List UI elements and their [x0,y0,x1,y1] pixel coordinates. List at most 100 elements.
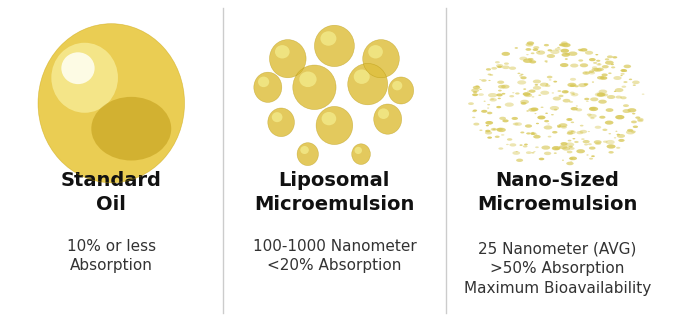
Ellipse shape [525,43,533,47]
Ellipse shape [620,96,627,99]
Ellipse shape [579,49,583,51]
Ellipse shape [566,151,573,153]
Ellipse shape [621,86,626,88]
Ellipse shape [570,78,576,81]
Ellipse shape [559,43,565,46]
Ellipse shape [562,43,571,47]
Ellipse shape [570,91,575,94]
Ellipse shape [562,53,570,57]
Ellipse shape [523,88,526,90]
Ellipse shape [605,58,609,60]
Ellipse shape [613,76,622,80]
Ellipse shape [475,85,479,87]
Ellipse shape [611,64,614,65]
Ellipse shape [552,92,554,93]
Ellipse shape [486,68,491,71]
Ellipse shape [605,121,613,125]
Ellipse shape [561,41,568,45]
Ellipse shape [527,91,529,92]
Ellipse shape [527,110,529,112]
Ellipse shape [539,158,544,160]
Ellipse shape [536,50,545,55]
Ellipse shape [596,60,600,62]
Ellipse shape [571,93,579,96]
Ellipse shape [560,142,568,145]
Ellipse shape [275,45,289,58]
Ellipse shape [626,130,635,134]
Ellipse shape [547,76,552,78]
Ellipse shape [540,91,549,95]
Ellipse shape [258,77,269,87]
Ellipse shape [607,56,613,58]
Ellipse shape [560,43,568,47]
Ellipse shape [533,46,539,49]
Ellipse shape [316,106,353,144]
Ellipse shape [487,136,492,139]
Ellipse shape [598,100,607,104]
Ellipse shape [548,124,550,125]
Ellipse shape [571,122,574,123]
Ellipse shape [589,58,596,61]
Ellipse shape [571,107,578,110]
Ellipse shape [616,96,622,99]
Ellipse shape [587,131,590,132]
Ellipse shape [590,117,595,119]
Ellipse shape [603,141,608,143]
Ellipse shape [519,75,523,77]
Ellipse shape [569,101,573,103]
Ellipse shape [526,151,532,154]
Ellipse shape [509,95,514,97]
Ellipse shape [568,51,577,56]
Ellipse shape [631,131,636,133]
Ellipse shape [473,123,479,126]
Ellipse shape [562,99,571,102]
Ellipse shape [627,129,633,132]
Ellipse shape [579,59,583,62]
Ellipse shape [549,79,552,81]
Ellipse shape [565,143,574,147]
Ellipse shape [555,148,559,150]
Ellipse shape [548,49,552,51]
Ellipse shape [557,47,560,48]
Ellipse shape [521,100,529,104]
Ellipse shape [614,91,617,92]
Ellipse shape [498,147,504,150]
Ellipse shape [572,93,575,95]
Ellipse shape [587,143,592,145]
Ellipse shape [507,138,512,141]
Ellipse shape [487,104,490,105]
Ellipse shape [589,70,594,73]
Ellipse shape [627,108,636,112]
Ellipse shape [533,80,541,83]
Ellipse shape [592,68,599,71]
Ellipse shape [51,43,118,113]
Ellipse shape [592,66,598,69]
Ellipse shape [597,92,606,97]
Ellipse shape [623,109,631,113]
Ellipse shape [569,146,573,148]
Ellipse shape [611,66,615,68]
Ellipse shape [551,114,554,115]
Ellipse shape [502,65,510,69]
Ellipse shape [553,97,561,100]
Text: 25 Nanometer (AVG)
>50% Absorption
Maximum Bioavailability: 25 Nanometer (AVG) >50% Absorption Maxim… [464,241,651,296]
Ellipse shape [631,120,637,123]
Ellipse shape [322,112,336,125]
Ellipse shape [550,50,560,54]
Ellipse shape [378,108,389,119]
Ellipse shape [544,152,551,155]
Ellipse shape [571,161,573,162]
Ellipse shape [580,63,588,67]
Ellipse shape [498,81,504,84]
Ellipse shape [596,54,598,56]
Ellipse shape [472,93,478,96]
Ellipse shape [567,118,572,121]
Ellipse shape [533,48,538,51]
Ellipse shape [270,39,306,78]
Ellipse shape [562,90,569,93]
Ellipse shape [481,79,487,82]
Ellipse shape [509,66,516,70]
Ellipse shape [495,61,500,63]
Ellipse shape [293,65,336,109]
Ellipse shape [489,98,497,101]
